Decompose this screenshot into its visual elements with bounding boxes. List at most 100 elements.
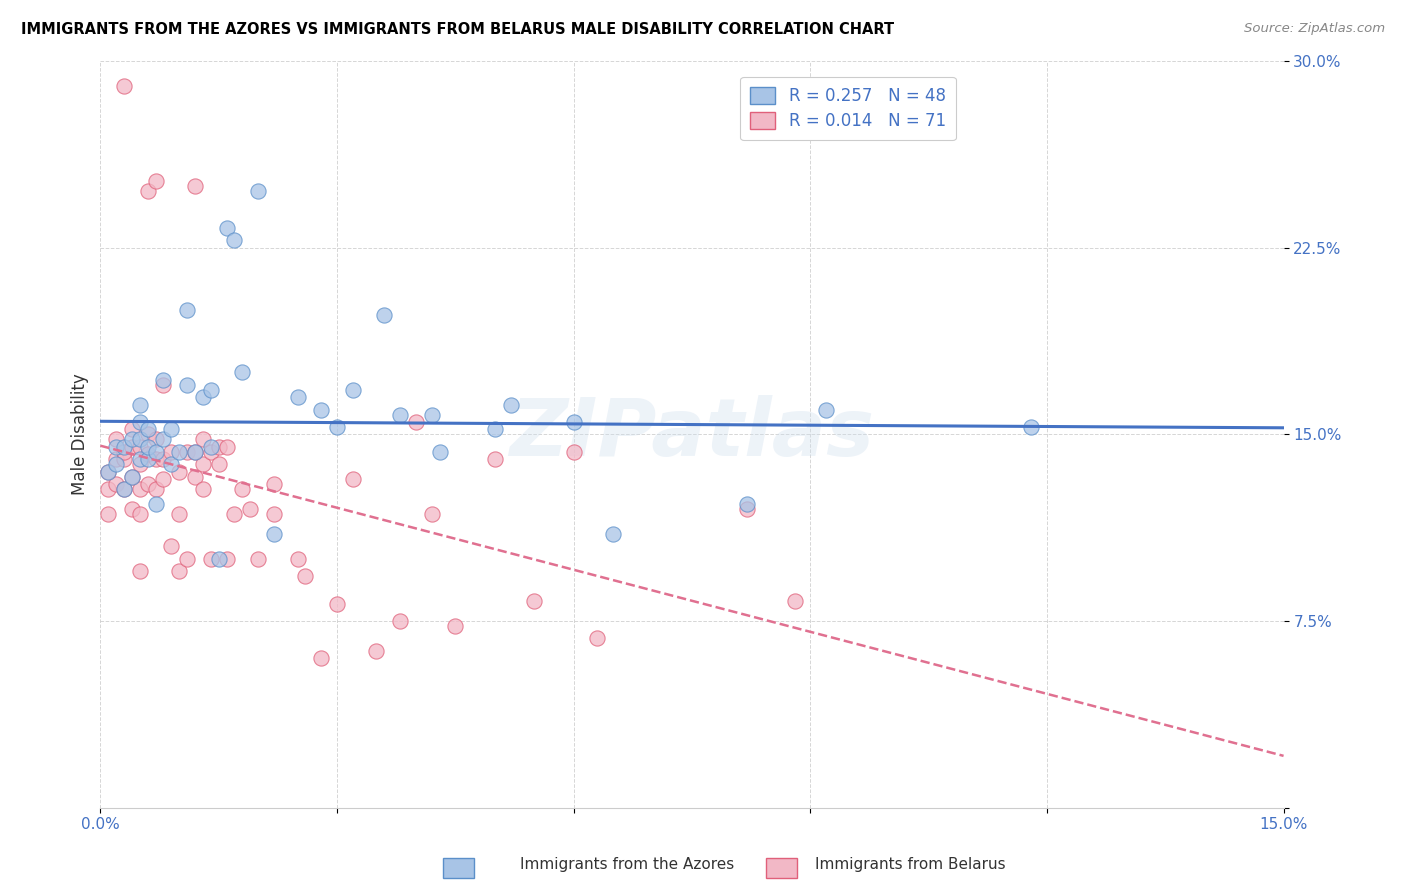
Point bbox=[112, 482, 135, 496]
Point bbox=[105, 440, 128, 454]
Point bbox=[499, 398, 522, 412]
Point bbox=[184, 178, 207, 193]
Point bbox=[105, 457, 128, 471]
Point bbox=[287, 551, 309, 566]
Point bbox=[167, 445, 190, 459]
Point bbox=[136, 452, 159, 467]
Point bbox=[247, 184, 270, 198]
Point bbox=[484, 422, 506, 436]
Point bbox=[136, 447, 159, 461]
Point bbox=[105, 433, 128, 447]
Point bbox=[309, 402, 332, 417]
Point bbox=[160, 457, 183, 471]
Point bbox=[160, 540, 183, 554]
Point bbox=[145, 173, 167, 187]
Point bbox=[224, 507, 246, 521]
Point bbox=[200, 551, 222, 566]
Point bbox=[145, 445, 167, 459]
Point bbox=[200, 383, 222, 397]
Point bbox=[152, 433, 174, 447]
Point bbox=[783, 594, 806, 608]
Point bbox=[215, 440, 238, 454]
Point bbox=[263, 507, 285, 521]
Point bbox=[389, 614, 412, 628]
Text: IMMIGRANTS FROM THE AZORES VS IMMIGRANTS FROM BELARUS MALE DISABILITY CORRELATIO: IMMIGRANTS FROM THE AZORES VS IMMIGRANTS… bbox=[21, 22, 894, 37]
Point bbox=[191, 482, 214, 496]
Point bbox=[562, 445, 585, 459]
Text: ZIPatlas: ZIPatlas bbox=[509, 395, 875, 474]
Point bbox=[208, 551, 231, 566]
Point bbox=[326, 597, 349, 611]
Point bbox=[136, 477, 159, 491]
Point bbox=[326, 420, 349, 434]
Point bbox=[263, 477, 285, 491]
Point bbox=[366, 644, 388, 658]
Point bbox=[121, 469, 143, 483]
Point bbox=[287, 390, 309, 404]
Point bbox=[215, 220, 238, 235]
Point bbox=[420, 507, 443, 521]
Point bbox=[112, 78, 135, 93]
Point bbox=[184, 469, 207, 483]
Point bbox=[136, 184, 159, 198]
Point bbox=[152, 373, 174, 387]
Point bbox=[136, 422, 159, 436]
Point bbox=[152, 472, 174, 486]
Point bbox=[309, 651, 332, 665]
Point bbox=[167, 465, 190, 479]
Point bbox=[294, 569, 316, 583]
Point bbox=[735, 497, 758, 511]
Point bbox=[97, 507, 120, 521]
Point bbox=[176, 551, 198, 566]
Point bbox=[208, 457, 231, 471]
Point bbox=[121, 440, 143, 454]
Point bbox=[128, 457, 150, 471]
Point bbox=[342, 383, 364, 397]
Point bbox=[239, 502, 262, 516]
Point bbox=[128, 482, 150, 496]
Point bbox=[136, 440, 159, 454]
Point bbox=[176, 303, 198, 318]
Point bbox=[112, 440, 135, 454]
Point bbox=[191, 390, 214, 404]
Point bbox=[420, 408, 443, 422]
Point bbox=[167, 507, 190, 521]
Point bbox=[373, 308, 395, 322]
Point bbox=[97, 482, 120, 496]
Point bbox=[152, 452, 174, 467]
Point bbox=[105, 452, 128, 467]
Point bbox=[105, 477, 128, 491]
Point bbox=[484, 452, 506, 467]
Text: Source: ZipAtlas.com: Source: ZipAtlas.com bbox=[1244, 22, 1385, 36]
Point bbox=[429, 445, 451, 459]
Point bbox=[1019, 420, 1042, 434]
Point bbox=[128, 440, 150, 454]
Point bbox=[128, 564, 150, 578]
Point bbox=[191, 457, 214, 471]
Point bbox=[263, 527, 285, 541]
Point bbox=[200, 445, 222, 459]
Point bbox=[224, 233, 246, 247]
Y-axis label: Male Disability: Male Disability bbox=[72, 374, 89, 495]
Point bbox=[97, 465, 120, 479]
Point bbox=[184, 445, 207, 459]
Point bbox=[145, 497, 167, 511]
Text: Immigrants from Belarus: Immigrants from Belarus bbox=[815, 857, 1007, 872]
Point bbox=[231, 365, 253, 379]
Point bbox=[152, 377, 174, 392]
Point bbox=[215, 551, 238, 566]
Point bbox=[97, 465, 120, 479]
Point bbox=[444, 619, 467, 633]
Point bbox=[389, 408, 412, 422]
Point bbox=[167, 564, 190, 578]
Point bbox=[735, 502, 758, 516]
Point bbox=[160, 445, 183, 459]
Point bbox=[176, 377, 198, 392]
Point bbox=[184, 445, 207, 459]
Point bbox=[128, 415, 150, 429]
Point bbox=[145, 482, 167, 496]
Text: Immigrants from the Azores: Immigrants from the Azores bbox=[520, 857, 734, 872]
Point bbox=[602, 527, 624, 541]
Point bbox=[128, 433, 150, 447]
Point bbox=[112, 445, 135, 459]
